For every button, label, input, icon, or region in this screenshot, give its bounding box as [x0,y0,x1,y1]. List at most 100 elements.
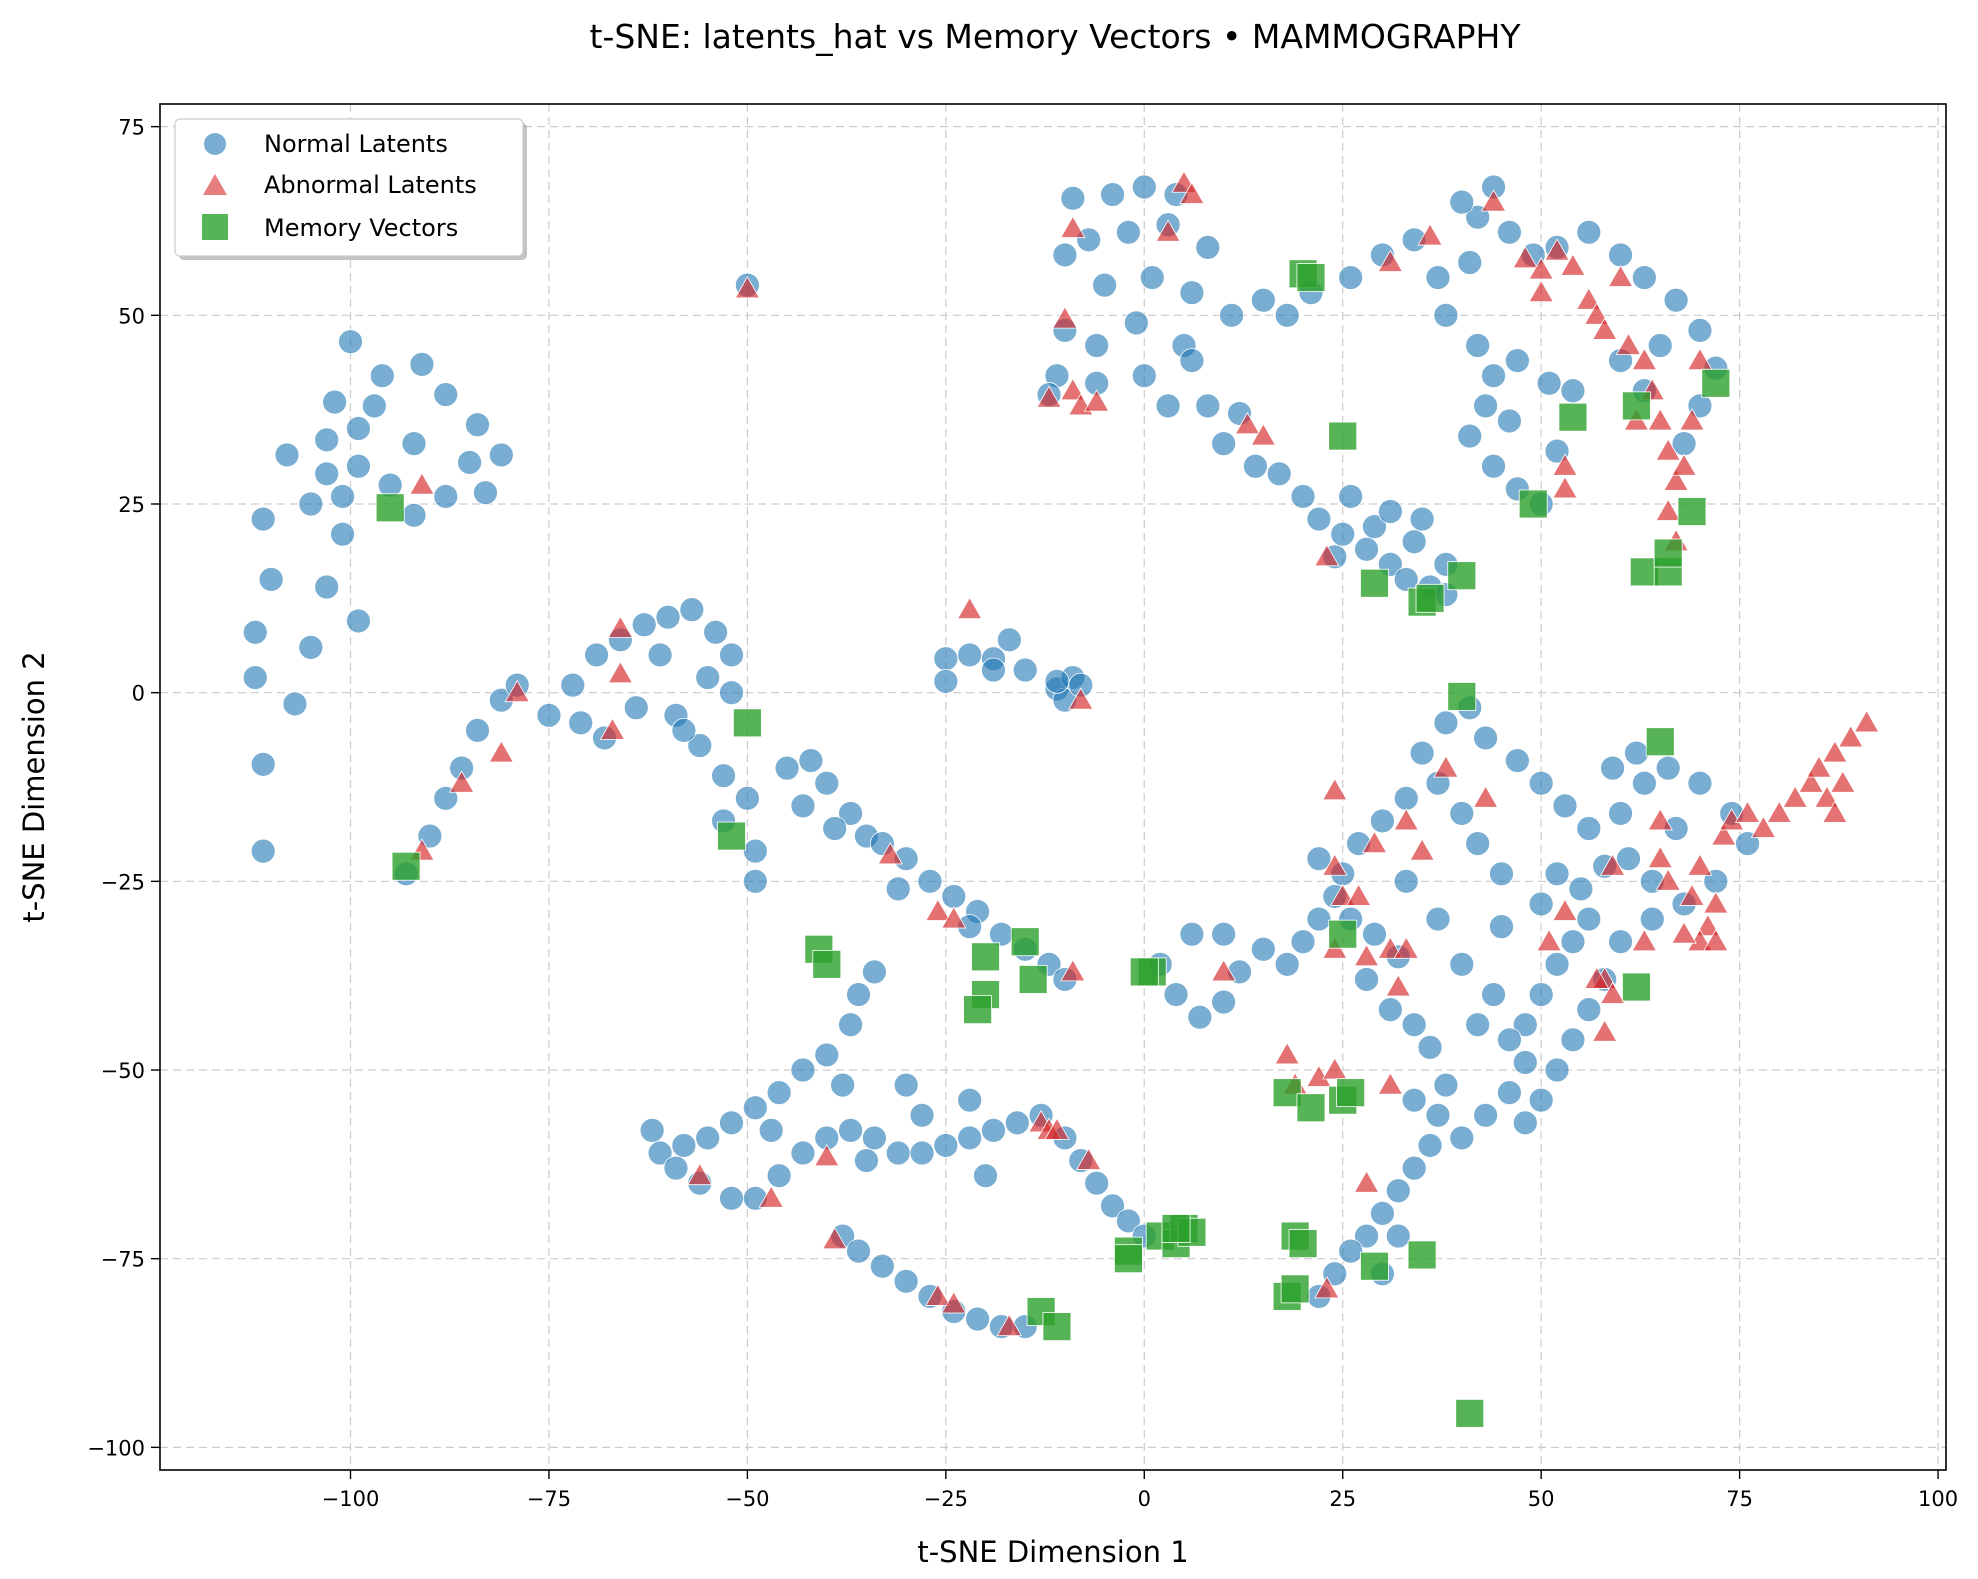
memory-vector-point [1018,965,1048,994]
normal-latent-point [1512,1012,1538,1038]
normal-latent-point [1131,363,1157,389]
abnormal-latent-point [1076,1147,1102,1170]
abnormal-latent-point [1544,238,1570,261]
memory-vector-point [1042,1312,1072,1342]
series-triangle [409,170,1880,1337]
abnormal-latent-point [1615,332,1642,355]
normal-latent-point [838,1117,863,1143]
abnormal-latent-point [1703,891,1729,914]
abnormal-latent-point [1179,181,1205,204]
normal-latent-point [679,597,705,623]
normal-latent-point [369,363,395,389]
normal-latent-point [1465,831,1491,857]
x-tick-label: 100 [1918,1487,1958,1511]
legend-label-memory: Memory Vectors [264,214,458,242]
y-tick-label: −75 [101,1248,145,1272]
abnormal-latent-point [1838,725,1864,748]
normal-latent-point [1306,846,1332,872]
memory-vector-point [1447,561,1477,591]
normal-latent-point [1544,861,1570,887]
normal-latent-point [1576,219,1602,245]
abnormal-latent-point [1052,306,1078,329]
normal-latent-point [1243,453,1268,479]
normal-latent-point [1409,506,1435,532]
normal-latent-point [1473,725,1499,751]
normal-latent-point [1250,936,1276,962]
abnormal-latent-point [1647,845,1673,869]
normal-latent-point [1393,785,1419,811]
abnormal-latent-point [822,1227,848,1250]
normal-latent-point [1560,1027,1586,1053]
normal-latent-point [1306,506,1332,532]
normal-latent-point [1385,1223,1411,1249]
abnormal-latent-point [1679,883,1705,906]
normal-latent-point [560,672,586,698]
normal-latent-point [1457,250,1483,275]
normal-latent-point [838,801,863,826]
normal-latent-point [1354,536,1379,562]
normal-latent-point [1274,302,1300,328]
normal-latent-point [1274,951,1300,977]
normal-latent-point [1663,287,1689,313]
abnormal-latent-point [1322,777,1348,801]
abnormal-latent-point [1798,770,1824,793]
abnormal-latent-point [1552,453,1578,476]
normal-latent-point [401,502,427,528]
normal-latent-point [1338,1238,1364,1264]
normal-latent-point [1338,265,1364,290]
abnormal-latent-point [1591,1019,1618,1042]
normal-latent-point [814,770,840,796]
y-axis-label: t-SNE Dimension 2 [17,651,51,922]
normal-latent-point [1497,1027,1522,1053]
abnormal-latent-point [1060,215,1086,238]
abnormal-latent-point [1377,1072,1404,1095]
x-tick-label: 50 [1528,1487,1555,1511]
memory-vector-point [732,708,762,738]
memory-vector-point [1701,368,1731,398]
abnormal-latent-point [1480,189,1507,212]
normal-latent-point [1354,1223,1379,1249]
normal-latent-point [973,1163,998,1189]
abnormal-latent-point [607,660,634,684]
normal-latent-point [1370,808,1395,834]
normal-latent-point [1481,363,1506,389]
memory-vector-point [1518,489,1548,519]
normal-latent-point [981,657,1006,683]
normal-latent-point [1624,740,1649,766]
normal-latent-point [1449,951,1475,977]
normal-latent-point [1084,333,1110,358]
normal-latent-point [1004,1110,1030,1136]
normal-latent-point [1497,1080,1522,1106]
normal-latent-point [1576,906,1602,932]
abnormal-latent-point [1750,815,1777,838]
memory-vector-point [963,995,992,1025]
abnormal-latent-point [1711,823,1737,846]
normal-latent-point [1449,1125,1475,1151]
normal-latent-point [1330,521,1356,547]
abnormal-latent-point [1576,287,1602,310]
normal-latent-point [830,1072,856,1098]
normal-latent-point [1211,431,1237,457]
abnormal-latent-point [1433,755,1459,778]
abnormal-latent-point [1552,476,1578,499]
normal-latent-point [1465,1012,1491,1038]
x-axis-ticks: −100 −75 −50 −25 0 25 50 75 100 [322,1470,1958,1511]
normal-latent-point [711,763,736,789]
normal-latent-point [838,1012,863,1038]
abnormal-latent-point [1655,868,1681,891]
normal-latent-point [1100,182,1125,207]
normal-latent-point [1401,529,1427,555]
normal-latent-point [1489,914,1514,940]
normal-latent-point [433,484,459,509]
abnormal-latent-point [1036,385,1062,408]
normal-latent-point [1393,868,1419,894]
normal-latent-point [1401,1087,1427,1113]
normal-latent-point [742,838,768,864]
normal-latent-point [1417,1034,1443,1060]
normal-latent-point [695,665,721,690]
normal-latent-point [1576,997,1602,1023]
normal-latent-point [885,876,911,902]
normal-latent-point [933,1133,959,1158]
normal-latent-point [250,751,276,777]
abnormal-latent-point [1671,921,1697,944]
